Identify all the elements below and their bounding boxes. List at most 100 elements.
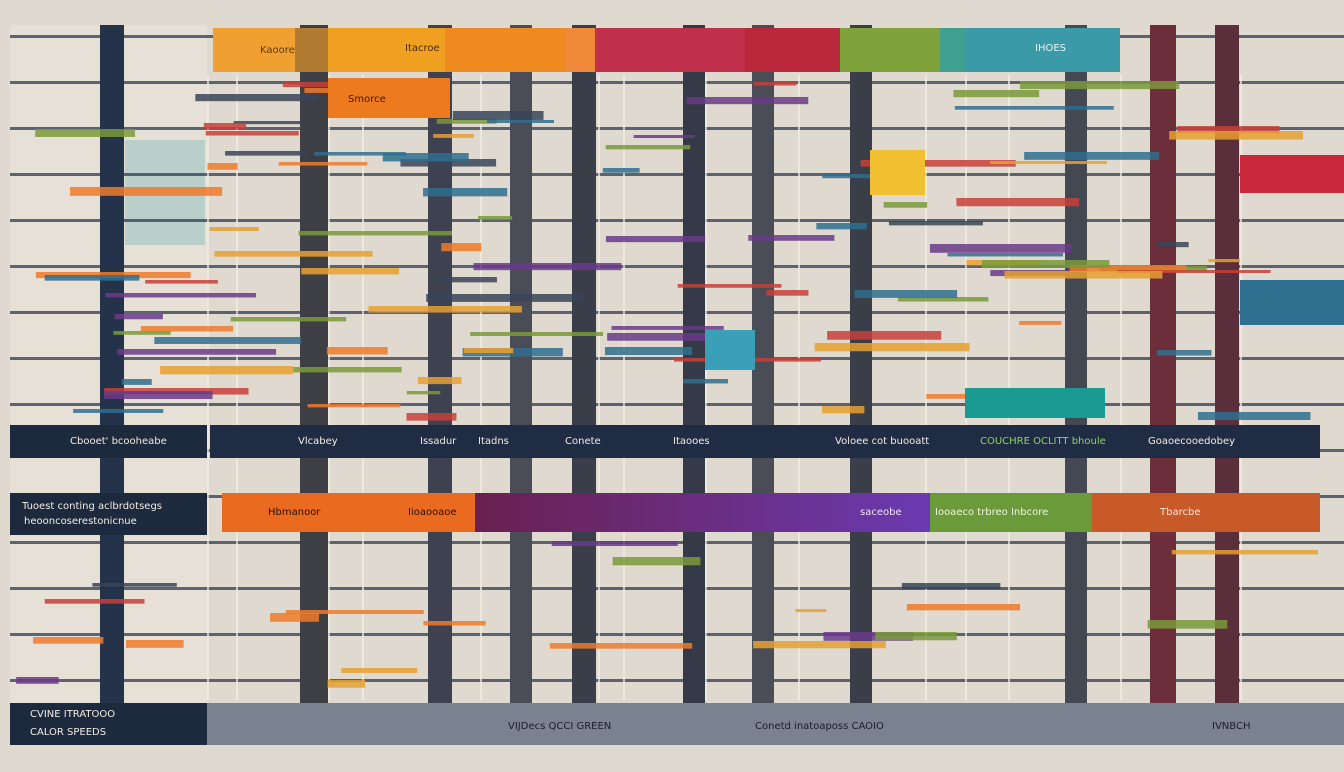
- stroke: [487, 120, 555, 124]
- stroke: [814, 343, 970, 352]
- column: [683, 25, 705, 705]
- stroke: [441, 243, 482, 252]
- stroke: [16, 677, 59, 684]
- stroke: [633, 135, 695, 139]
- stroke: [677, 284, 782, 288]
- stroke: [954, 106, 1114, 110]
- stroke: [605, 145, 691, 150]
- stroke: [823, 632, 914, 641]
- stroke: [105, 293, 256, 298]
- stroke: [1117, 270, 1271, 274]
- stroke: [400, 159, 497, 167]
- column: [572, 25, 596, 705]
- segment-label: Tbarcbe: [1159, 507, 1200, 518]
- stroke: [426, 294, 584, 302]
- stroke: [470, 332, 603, 337]
- stroke: [1069, 265, 1187, 273]
- stroke: [929, 244, 1072, 253]
- stroke: [433, 134, 474, 138]
- stroke: [314, 152, 406, 156]
- stroke: [423, 621, 486, 626]
- rail: [10, 173, 1344, 176]
- stroke: [953, 90, 1040, 98]
- stroke: [906, 604, 1021, 611]
- column: [428, 25, 452, 705]
- stroke: [154, 337, 302, 344]
- stroke: [214, 251, 373, 257]
- stroke: [947, 253, 1063, 257]
- footer-item: VIJDecs QCCI GREEN: [508, 721, 611, 732]
- block: [870, 150, 925, 195]
- stroke: [897, 297, 989, 302]
- rail: [10, 265, 1344, 268]
- stroke: [1157, 242, 1189, 248]
- stroke: [1197, 412, 1311, 420]
- column: [300, 25, 328, 705]
- stroke: [417, 377, 462, 385]
- tab-label: IHOES: [1035, 43, 1066, 54]
- stroke: [612, 557, 701, 566]
- stroke: [875, 632, 957, 641]
- pane-edge: [965, 75, 967, 700]
- stroke: [604, 347, 692, 356]
- block: [705, 330, 755, 370]
- column: [752, 25, 774, 705]
- tab: [965, 28, 1120, 72]
- stroke: [1171, 550, 1318, 555]
- stroke: [478, 216, 513, 220]
- column: [510, 25, 532, 705]
- footer-bar: [207, 703, 1344, 745]
- stroke: [209, 227, 259, 232]
- pane-edge: [1008, 75, 1010, 700]
- toolbar-item: Voloee cot buooatt: [835, 436, 929, 447]
- tab-label: Itacroe: [405, 43, 440, 54]
- stroke: [113, 331, 171, 335]
- rail: [10, 219, 1344, 222]
- stroke: [753, 641, 886, 649]
- column: [1065, 25, 1087, 705]
- stroke: [989, 161, 1107, 165]
- rail: [10, 679, 1344, 682]
- stroke: [121, 379, 152, 385]
- stroke: [1019, 321, 1062, 325]
- tab-label: Kaoore: [260, 45, 295, 56]
- stroke: [114, 314, 163, 320]
- rail: [10, 403, 1344, 406]
- stroke: [1019, 81, 1180, 90]
- stroke: [368, 306, 522, 313]
- stroke: [1024, 152, 1160, 160]
- toolbar-item: COUCHRE OCLITT bhoule: [980, 436, 1106, 447]
- pane-edge: [1240, 75, 1242, 700]
- footer-item: IVNBCH: [1212, 721, 1250, 732]
- stroke: [822, 174, 875, 179]
- stroke: [341, 668, 418, 673]
- stroke: [602, 168, 640, 173]
- pane-edge: [480, 75, 482, 700]
- stroke: [270, 613, 320, 622]
- pane-edge: [207, 75, 209, 700]
- tab: [595, 28, 745, 72]
- stroke: [860, 160, 1016, 167]
- stroke: [35, 129, 136, 137]
- stroke: [304, 88, 351, 93]
- stroke: [766, 290, 809, 296]
- banner: Tuoest conting aclbrdotsegs heooncoseres…: [10, 493, 1320, 535]
- tab: [213, 28, 295, 72]
- toolbar-left: [10, 425, 207, 458]
- stroke: [1156, 350, 1212, 356]
- pane-edge: [328, 75, 330, 700]
- stroke: [301, 268, 400, 275]
- pane-edge: [705, 75, 707, 700]
- stroke: [1177, 126, 1280, 133]
- stroke: [233, 121, 304, 125]
- top-band: Kaoore Itacroe IHOES Smorce: [213, 28, 1344, 418]
- stroke: [956, 198, 1080, 207]
- stroke: [605, 236, 706, 243]
- stroke: [822, 406, 865, 414]
- stroke: [406, 391, 441, 395]
- stroke: [285, 610, 424, 615]
- pane-edge: [623, 75, 625, 700]
- toolbar: Cbooet' bcooheabe Vlcabey Issadur Itadns…: [10, 425, 1320, 458]
